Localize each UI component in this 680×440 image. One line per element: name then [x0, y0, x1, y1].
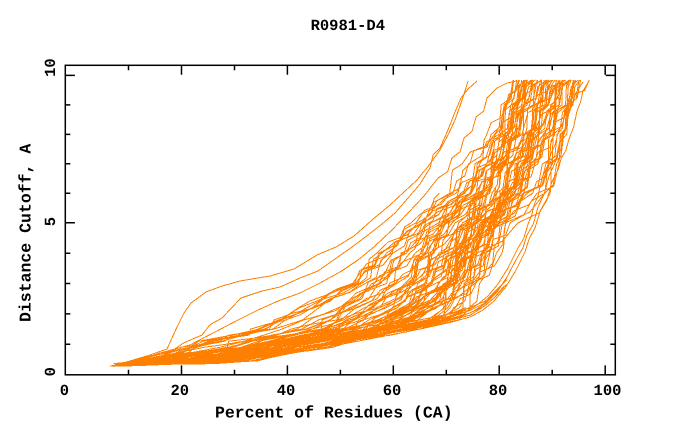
svg-text:5: 5	[42, 217, 60, 226]
svg-text:80: 80	[489, 382, 508, 400]
svg-text:10: 10	[42, 58, 60, 77]
svg-text:40: 40	[277, 382, 296, 400]
svg-text:R0981-D4: R0981-D4	[311, 17, 385, 35]
svg-text:Percent of Residues (CA): Percent of Residues (CA)	[215, 403, 453, 422]
svg-text:20: 20	[170, 382, 189, 400]
svg-text:100: 100	[594, 382, 622, 400]
svg-text:0: 0	[60, 382, 69, 400]
svg-text:0: 0	[42, 367, 60, 376]
svg-text:60: 60	[383, 382, 402, 400]
svg-text:Distance Cutoff, A: Distance Cutoff, A	[17, 144, 36, 322]
